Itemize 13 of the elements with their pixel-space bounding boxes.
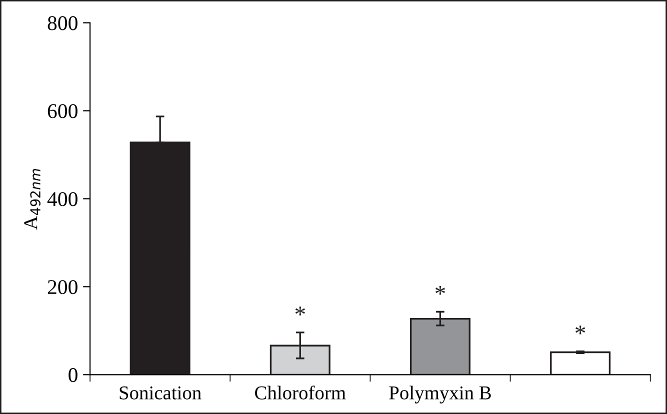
y-tick-label: 400 (47, 192, 78, 206)
y-tick-label: 800 (48, 16, 78, 30)
data-label: * (435, 286, 445, 295)
x-tick-label: Chloroform (255, 386, 346, 400)
data-label: * (576, 326, 586, 334)
data-label: * (295, 306, 305, 316)
x-tick-label: Polymyxin B (389, 386, 491, 404)
y-tick-label: 600 (48, 104, 78, 118)
y-tick-label: 200 (48, 280, 78, 294)
bar (550, 351, 611, 375)
y-tick-label: 0 (68, 368, 78, 382)
y-axis-title: A$_{492nm}$ (24, 169, 40, 230)
x-tick-label: Sonication (120, 386, 202, 400)
